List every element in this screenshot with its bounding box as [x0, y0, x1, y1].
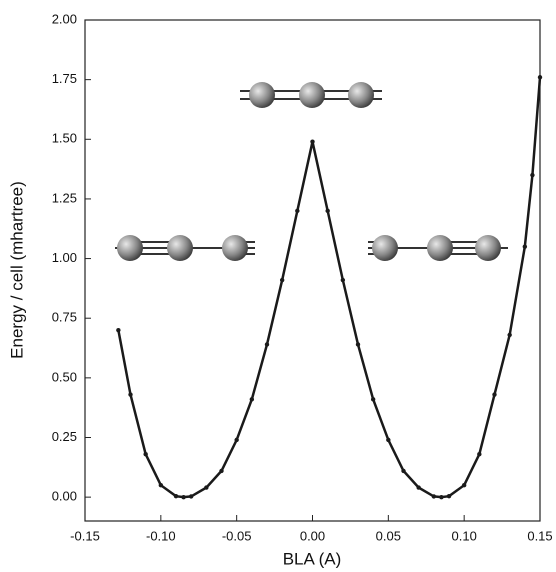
data-point	[279, 277, 285, 283]
y-tick-label: 0.75	[52, 310, 77, 325]
x-axis-title: BLA (A)	[283, 549, 342, 568]
y-tick-label: 0.00	[52, 489, 77, 504]
molecule-right	[368, 235, 508, 261]
data-point	[173, 493, 179, 499]
data-point	[249, 397, 255, 402]
data-point	[310, 139, 315, 144]
molecule-left	[115, 235, 255, 261]
molecule-top	[240, 82, 382, 108]
data-point	[295, 208, 300, 214]
y-tick-label: 1.50	[52, 131, 77, 146]
x-tick-label: 0.15	[527, 528, 552, 543]
data-point	[264, 342, 270, 347]
data-point	[522, 244, 528, 249]
x-tick-label: 0.10	[452, 528, 477, 543]
y-tick-label: 1.75	[52, 71, 77, 86]
x-tick-label: 0.05	[376, 528, 401, 543]
y-tick-label: 1.00	[52, 250, 77, 265]
data-point	[530, 172, 535, 178]
data-point	[461, 483, 467, 488]
x-tick-label: -0.10	[146, 528, 176, 543]
data-line	[117, 77, 542, 499]
x-tick-label: -0.15	[70, 528, 100, 543]
data-point	[477, 452, 482, 457]
data-point	[143, 452, 148, 457]
data-point	[386, 437, 391, 443]
data-point	[128, 392, 133, 397]
y-tick-label: 0.50	[52, 369, 77, 384]
data-point	[439, 494, 444, 500]
data-point	[204, 485, 209, 490]
data-point	[355, 342, 361, 347]
data-point	[325, 208, 330, 214]
y-axis-title: Energy / cell (mhartree)	[7, 181, 26, 359]
y-tick-label: 1.25	[52, 190, 77, 205]
x-tick-label: 0.00	[300, 528, 325, 543]
data-point	[492, 392, 497, 397]
data-point	[181, 494, 186, 500]
data-point	[158, 483, 164, 488]
data-point	[188, 494, 194, 499]
data-point	[401, 468, 406, 474]
data-point	[416, 485, 421, 490]
data-point	[431, 494, 437, 499]
data-point	[116, 327, 121, 333]
y-tick-label: 0.25	[52, 429, 77, 444]
data-point	[370, 397, 376, 402]
data-point	[234, 437, 239, 443]
y-tick-label: 2.00	[52, 11, 77, 26]
data-point	[537, 75, 543, 80]
x-tick-label: -0.05	[222, 528, 252, 543]
data-point	[446, 493, 452, 499]
data-point	[219, 468, 224, 474]
data-point	[340, 277, 346, 283]
data-point	[507, 332, 512, 338]
